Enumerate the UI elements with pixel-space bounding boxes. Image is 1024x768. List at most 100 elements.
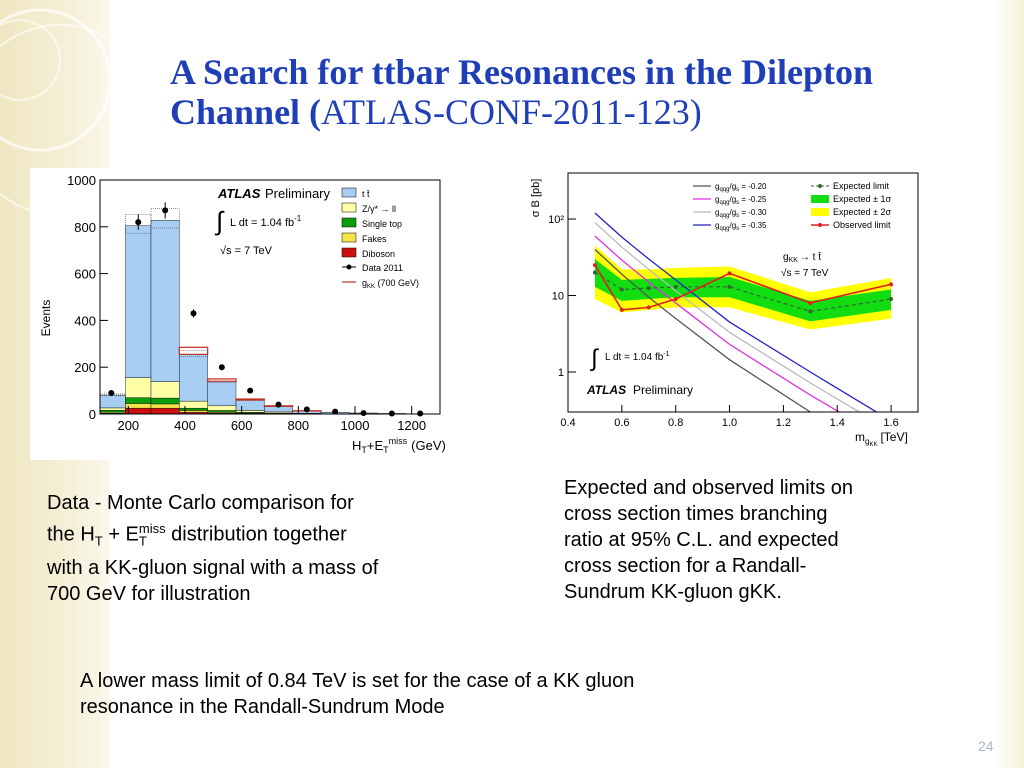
right-caption-line-5: Sundrum KK-gluon gKK. bbox=[564, 581, 782, 603]
observed-point-5 bbox=[808, 300, 813, 305]
legend-label-2: Single top bbox=[362, 219, 402, 229]
y-tick-label-2: 400 bbox=[74, 313, 96, 328]
legend-2sigma-label: Expected ± 2σ bbox=[833, 207, 891, 217]
legend-signal-label: gKK (700 GeV) bbox=[362, 278, 419, 290]
stack-bar-3-bin-1 bbox=[125, 403, 152, 409]
legend-observed-label: Observed limit bbox=[833, 220, 891, 230]
energy-text-right: √s = 7 TeV bbox=[781, 267, 829, 279]
data-point-8 bbox=[332, 408, 339, 415]
atlas-text-right: ATLAS bbox=[586, 383, 626, 397]
legend-theory-label-1: gqqg/gs = -0.25 bbox=[715, 195, 767, 206]
y-tick-label-5: 1000 bbox=[67, 173, 96, 188]
histogram-legend: t t̄ Z/γ* → ll Single top Fakes Diboson Data … bbox=[341, 187, 419, 290]
atlas-label: ATLAS Preliminary ∫ L dt = 1.04 fb-1 √s … bbox=[214, 186, 331, 257]
right-caption-line-3: ratio at 95% C.L. and expected bbox=[564, 529, 839, 551]
stack-bar-1-bin-2 bbox=[150, 381, 180, 399]
legend-label-4: Diboson bbox=[362, 249, 395, 259]
page-number: 24 bbox=[978, 738, 994, 754]
stack-bar-0-bin-4 bbox=[207, 381, 237, 407]
legend-expected-marker bbox=[818, 184, 822, 188]
observed-point-3 bbox=[673, 297, 678, 302]
legend-theory-label-0: gqqg/gs = -0.20 bbox=[715, 182, 767, 193]
legend-label-3: Fakes bbox=[362, 234, 387, 244]
observed-limit-points bbox=[592, 263, 894, 312]
expected-point-4 bbox=[727, 284, 732, 289]
legend-swatch-2 bbox=[341, 217, 357, 228]
stack-bar-2-bin-3 bbox=[179, 407, 208, 411]
theory-curve-2 bbox=[594, 222, 861, 412]
legend-theory-label-3: gqqg/gs = -0.35 bbox=[715, 221, 767, 232]
expected-limit-points bbox=[592, 270, 894, 314]
x-tick-label-1: 400 bbox=[174, 418, 196, 433]
x-tick-label-5: 1200 bbox=[397, 418, 426, 433]
stack-bar-2-bin-1 bbox=[125, 397, 152, 404]
stack-bar-2-bin-0 bbox=[99, 410, 126, 413]
x-tick-label-right-4: 1.2 bbox=[776, 417, 791, 429]
data-point-5 bbox=[247, 387, 254, 394]
x-axis-label: HT+ETmiss (GeV) bbox=[352, 436, 446, 455]
expected-point-1 bbox=[619, 287, 624, 292]
stack-bar-1-bin-0 bbox=[99, 407, 126, 411]
left-caption: Data - Monte Carlo comparison for the HT… bbox=[47, 490, 487, 607]
legend-swatch-4 bbox=[341, 247, 357, 258]
y-tick-label-4: 800 bbox=[74, 220, 96, 235]
title-line-2: Channel (ATLAS-CONF-2011-123) bbox=[170, 92, 990, 132]
x-axis-label-right: mgKK[TeV] bbox=[855, 430, 908, 448]
stack-bar-0-bin-3 bbox=[179, 354, 208, 402]
x-tick-label-right-3: 1.0 bbox=[722, 417, 737, 429]
right-caption: Expected and observed limits on cross se… bbox=[564, 475, 964, 605]
stack-bar-1-bin-1 bbox=[125, 377, 152, 398]
expected-point-3 bbox=[673, 284, 678, 289]
stack-bar-0-bin-1 bbox=[125, 225, 152, 378]
conclusion-text: A lower mass limit of 0.84 TeV is set fo… bbox=[80, 668, 880, 720]
legend-data-label: Data 2011 bbox=[362, 263, 403, 273]
expected-point-2 bbox=[646, 286, 651, 291]
energy-text: √s = 7 TeV bbox=[220, 245, 273, 257]
uncertainty-band-bin-3 bbox=[179, 350, 208, 357]
stack-bar-1-bin-4 bbox=[207, 405, 237, 411]
plot-frame bbox=[99, 179, 441, 415]
x-tick-label-0: 200 bbox=[117, 418, 139, 433]
legend-swatch-1 bbox=[341, 202, 357, 213]
observed-point-1 bbox=[619, 307, 624, 312]
data-point-2 bbox=[162, 207, 169, 214]
histogram-panel: 200 400 600 800 1000 1200 0 200 400 600 800 1000 Ev… bbox=[30, 168, 450, 460]
atlas-text: ATLAS bbox=[217, 186, 261, 201]
stack-bar-0-bin-2 bbox=[150, 220, 180, 382]
stack-bar-4-bin-2 bbox=[150, 407, 180, 415]
y-tick-label-right-2: 10² bbox=[548, 214, 564, 226]
y-tick-label-3: 600 bbox=[74, 267, 96, 282]
stack-bar-0-bin-0 bbox=[99, 394, 126, 409]
theory-curve-1 bbox=[594, 235, 841, 412]
left-caption-line-3: with a KK-gluon signal with a mass of bbox=[47, 556, 379, 579]
x-tick-label-right-5: 1.4 bbox=[830, 417, 845, 429]
title-line-2-normal: ATLAS-CONF-2011-123) bbox=[321, 92, 702, 132]
right-caption-line-2: cross section times branching bbox=[564, 503, 828, 525]
stack-bar-1-bin-3 bbox=[179, 400, 208, 409]
data-point-1 bbox=[135, 219, 142, 226]
data-points bbox=[108, 202, 424, 417]
legend-1sigma-swatch bbox=[811, 195, 829, 203]
y-tick-label-right-0: 1 bbox=[558, 367, 564, 379]
conclusion-line-1: A lower mass limit of 0.84 TeV is set fo… bbox=[80, 670, 635, 692]
slide-title: A Search for ttbar Resonances in the Dil… bbox=[170, 52, 990, 132]
stack-bar-3-bin-2 bbox=[150, 403, 180, 409]
stack-bar-2-bin-2 bbox=[150, 397, 180, 405]
legend-label-1: Z/γ* → ll bbox=[362, 204, 396, 214]
legend-data-marker bbox=[346, 264, 352, 270]
limit-legend: gqqg/gs = -0.20 gqqg/gs = -0.25 gqqg/gs = … bbox=[693, 181, 891, 232]
data-point-3 bbox=[190, 310, 197, 317]
stack-bar-3-bin-3 bbox=[179, 410, 208, 413]
x-tick-label-3: 800 bbox=[287, 418, 309, 433]
expected-1sigma-band bbox=[594, 259, 892, 322]
legend-theory-label-2: gqqg/gs = -0.30 bbox=[715, 208, 767, 219]
title-line-1: A Search for ttbar Resonances in the Dil… bbox=[170, 52, 874, 92]
ht-met-histogram: 200 400 600 800 1000 1200 0 200 400 600 800 1000 Ev… bbox=[39, 173, 446, 455]
axes-right: 0.4 0.6 0.8 1.0 1.2 1.4 1.6 1 10 10² bbox=[548, 214, 899, 429]
title-line-2-bold: Channel ( bbox=[170, 92, 322, 132]
decorative-right-strip bbox=[994, 0, 1024, 768]
legend-expected-label: Expected limit bbox=[833, 181, 890, 191]
theory-curve-3 bbox=[594, 212, 878, 412]
axes: 200 400 600 800 1000 1200 0 200 400 600 800 1000 bbox=[67, 173, 426, 433]
integral-symbol: ∫ bbox=[214, 206, 225, 236]
